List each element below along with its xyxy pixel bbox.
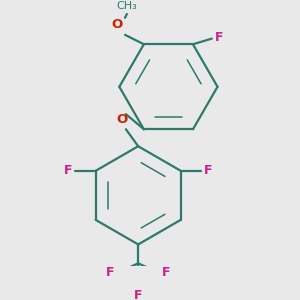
Text: F: F xyxy=(64,164,72,177)
Text: O: O xyxy=(116,113,128,126)
Text: CH₃: CH₃ xyxy=(116,1,137,11)
Text: O: O xyxy=(111,18,122,31)
Text: F: F xyxy=(204,164,213,177)
Text: F: F xyxy=(162,266,170,279)
Text: F: F xyxy=(215,31,223,44)
Text: F: F xyxy=(134,289,142,300)
Text: F: F xyxy=(106,266,115,279)
